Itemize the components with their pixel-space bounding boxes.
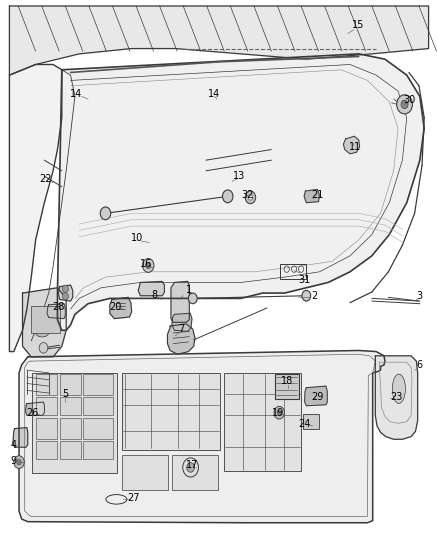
Circle shape xyxy=(143,259,154,272)
Text: 20: 20 xyxy=(110,302,122,312)
Text: 29: 29 xyxy=(311,392,323,402)
Bar xyxy=(122,455,168,490)
Ellipse shape xyxy=(35,329,49,337)
Text: 23: 23 xyxy=(390,392,403,402)
Text: 27: 27 xyxy=(127,493,140,503)
Text: 26: 26 xyxy=(26,408,38,418)
Text: 15: 15 xyxy=(352,20,364,30)
Circle shape xyxy=(277,410,282,415)
Polygon shape xyxy=(58,285,73,301)
Ellipse shape xyxy=(392,374,406,403)
Bar xyxy=(32,373,117,473)
Text: 10: 10 xyxy=(131,233,143,243)
Polygon shape xyxy=(138,281,164,296)
Circle shape xyxy=(397,95,413,114)
Circle shape xyxy=(14,456,24,469)
Text: 31: 31 xyxy=(298,276,311,285)
Circle shape xyxy=(302,290,311,301)
Polygon shape xyxy=(19,351,385,523)
Polygon shape xyxy=(25,402,44,415)
Bar xyxy=(83,397,113,415)
Text: 5: 5 xyxy=(62,389,68,399)
Circle shape xyxy=(146,262,151,269)
Bar xyxy=(122,373,220,450)
Text: 30: 30 xyxy=(403,94,416,104)
Text: 9: 9 xyxy=(11,456,17,466)
Polygon shape xyxy=(10,64,62,352)
Text: 17: 17 xyxy=(186,460,198,470)
Circle shape xyxy=(188,293,197,304)
Bar xyxy=(83,418,113,439)
Polygon shape xyxy=(304,386,327,406)
Polygon shape xyxy=(172,313,192,332)
Circle shape xyxy=(245,191,256,204)
Circle shape xyxy=(100,207,111,220)
Polygon shape xyxy=(375,356,418,439)
Bar xyxy=(35,418,57,439)
Text: 22: 22 xyxy=(39,174,52,184)
Polygon shape xyxy=(343,136,360,154)
Circle shape xyxy=(62,285,68,293)
Circle shape xyxy=(223,190,233,203)
Text: 3: 3 xyxy=(417,291,423,301)
Bar xyxy=(303,414,319,429)
Bar xyxy=(275,374,299,399)
Text: 18: 18 xyxy=(281,376,293,386)
Bar xyxy=(224,373,300,471)
Text: 13: 13 xyxy=(233,171,245,181)
Text: 11: 11 xyxy=(349,142,361,152)
Circle shape xyxy=(17,459,21,465)
Text: 14: 14 xyxy=(208,89,220,99)
Text: 19: 19 xyxy=(272,408,285,418)
Circle shape xyxy=(187,463,194,472)
Text: 2: 2 xyxy=(311,291,317,301)
Bar xyxy=(35,397,57,415)
Text: 14: 14 xyxy=(70,89,82,99)
Text: 16: 16 xyxy=(140,260,152,269)
Circle shape xyxy=(62,293,68,300)
Polygon shape xyxy=(167,324,195,354)
Bar xyxy=(83,441,113,459)
Text: 32: 32 xyxy=(242,190,254,200)
Bar xyxy=(35,441,57,459)
Polygon shape xyxy=(304,189,319,203)
Bar xyxy=(60,374,81,395)
Text: 1: 1 xyxy=(186,286,192,295)
Bar xyxy=(35,374,57,395)
Bar xyxy=(31,306,60,333)
Bar xyxy=(280,264,306,279)
Polygon shape xyxy=(171,281,189,322)
Bar xyxy=(60,397,81,415)
Circle shape xyxy=(248,195,253,200)
Text: 7: 7 xyxy=(178,324,184,334)
Polygon shape xyxy=(13,427,28,447)
Polygon shape xyxy=(47,304,65,319)
Text: 6: 6 xyxy=(416,360,422,370)
Text: 21: 21 xyxy=(311,190,324,200)
Polygon shape xyxy=(22,288,66,357)
Text: 4: 4 xyxy=(11,440,17,450)
Bar xyxy=(172,455,218,490)
Bar xyxy=(83,374,113,395)
Bar xyxy=(60,441,81,459)
Polygon shape xyxy=(10,6,428,75)
Polygon shape xyxy=(110,297,132,319)
Circle shape xyxy=(401,100,408,109)
Circle shape xyxy=(39,343,48,353)
Text: 24: 24 xyxy=(298,419,311,429)
Circle shape xyxy=(274,406,285,419)
Polygon shape xyxy=(57,54,424,330)
Text: 8: 8 xyxy=(152,290,158,300)
Bar xyxy=(60,418,81,439)
Text: 28: 28 xyxy=(52,302,64,312)
